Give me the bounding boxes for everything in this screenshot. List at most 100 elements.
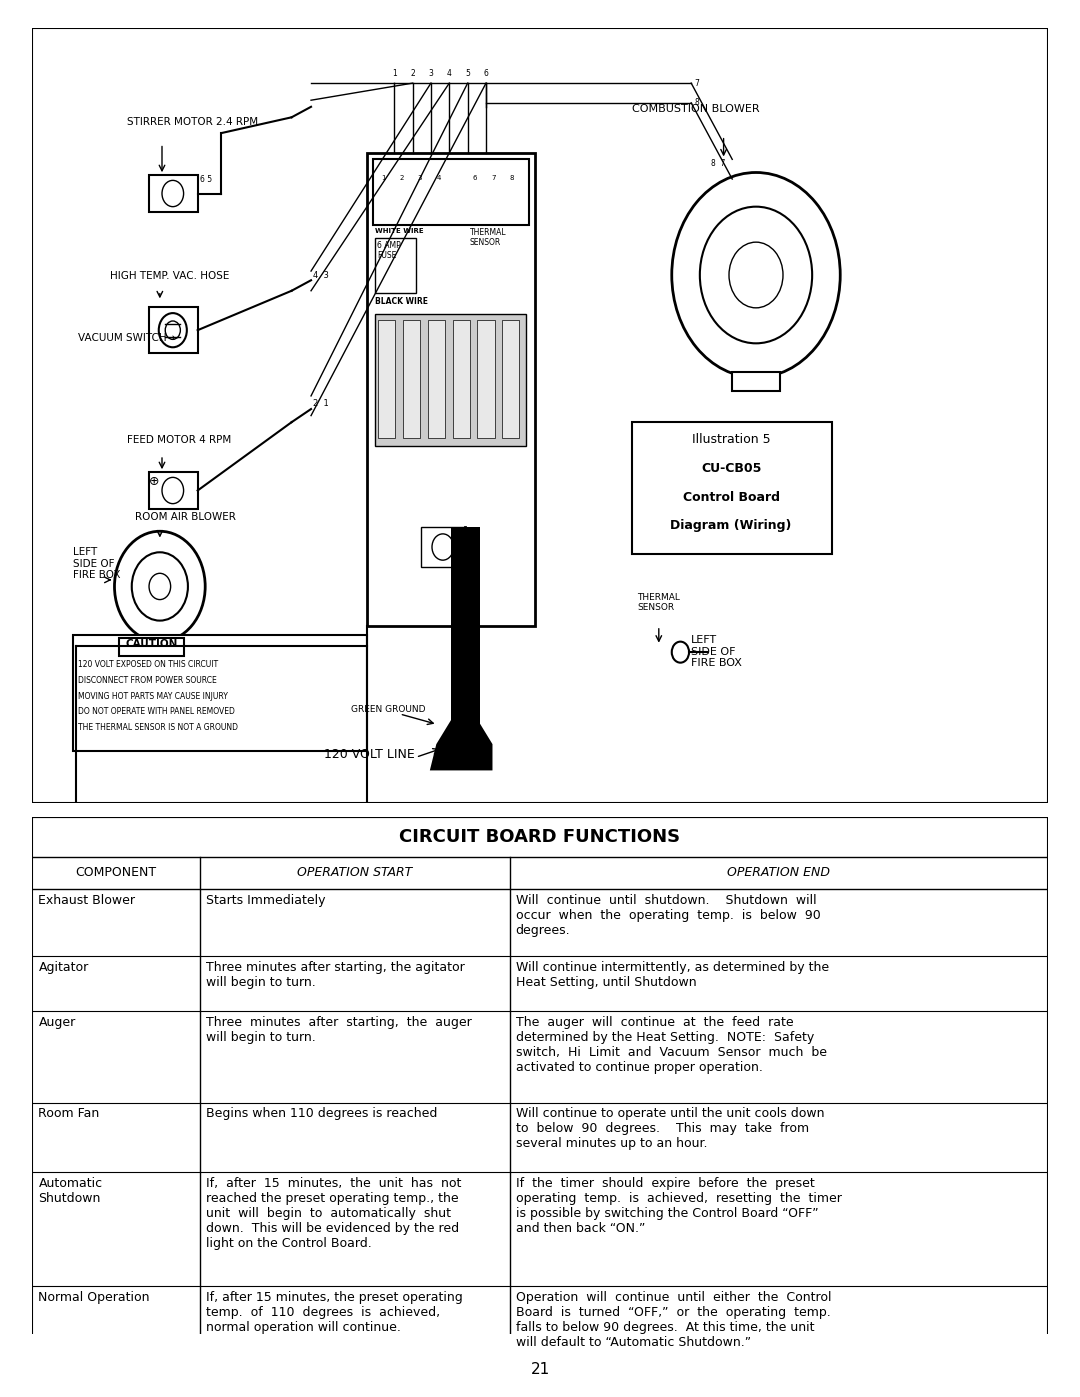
Text: 8: 8 xyxy=(694,98,699,108)
Text: CAUTION: CAUTION xyxy=(125,638,177,650)
Bar xyxy=(367,152,535,626)
Text: COMPONENT: COMPONENT xyxy=(76,866,157,879)
Text: CIRCUIT BOARD FUNCTIONS: CIRCUIT BOARD FUNCTIONS xyxy=(400,828,680,847)
Text: 6: 6 xyxy=(473,175,477,182)
Text: Exhaust Blower: Exhaust Blower xyxy=(39,894,135,907)
Text: If,  after  15  minutes,  the  unit  has  not
reached the preset operating temp.: If, after 15 minutes, the unit has not r… xyxy=(206,1178,461,1250)
Text: Begins when 110 degrees is reached: Begins when 110 degrees is reached xyxy=(206,1108,437,1120)
Bar xyxy=(732,372,780,391)
Bar xyxy=(421,527,464,567)
Text: FEED MOTOR 4 RPM: FEED MOTOR 4 RPM xyxy=(127,436,232,446)
Text: LEFT
SIDE OF
FIRE BOX: LEFT SIDE OF FIRE BOX xyxy=(691,636,742,668)
Text: VACUUM SWITCH→: VACUUM SWITCH→ xyxy=(78,332,175,342)
Text: DISCONNECT FROM POWER SOURCE: DISCONNECT FROM POWER SOURCE xyxy=(78,676,216,685)
Text: Control Board: Control Board xyxy=(683,490,780,503)
Circle shape xyxy=(132,552,188,620)
Text: Auger: Auger xyxy=(39,1016,76,1030)
Bar xyxy=(375,239,416,293)
Text: 2: 2 xyxy=(400,175,404,182)
Text: THE THERMAL SENSOR IS NOT A GROUND: THE THERMAL SENSOR IS NOT A GROUND xyxy=(78,724,238,732)
Text: Room Fan: Room Fan xyxy=(39,1108,99,1120)
Text: 1: 1 xyxy=(392,68,396,78)
Text: 21: 21 xyxy=(530,1362,550,1376)
Text: THERMAL
SENSOR: THERMAL SENSOR xyxy=(637,592,680,612)
Circle shape xyxy=(729,242,783,307)
Text: If, after 15 minutes, the preset operating
temp.  of  110  degrees  is  achieved: If, after 15 minutes, the preset operati… xyxy=(206,1291,462,1334)
Bar xyxy=(378,320,395,437)
Text: If  the  timer  should  expire  before  the  preset
operating  temp.  is  achiev: If the timer should expire before the pr… xyxy=(515,1178,841,1235)
Text: 8: 8 xyxy=(510,175,514,182)
Text: 2  1: 2 1 xyxy=(313,398,329,408)
Text: 4  3: 4 3 xyxy=(313,271,329,279)
Circle shape xyxy=(149,573,171,599)
Bar xyxy=(428,320,445,437)
Bar xyxy=(119,637,184,657)
Text: 120 VOLT LINE: 120 VOLT LINE xyxy=(324,747,415,761)
Text: Operation  will  continue  until  either  the  Control
Board  is  turned  “OFF,”: Operation will continue until either the… xyxy=(515,1291,832,1350)
Text: 7: 7 xyxy=(694,78,700,88)
Text: ROOM AIR BLOWER: ROOM AIR BLOWER xyxy=(135,511,235,521)
Text: DO NOT OPERATE WITH PANEL REMOVED: DO NOT OPERATE WITH PANEL REMOVED xyxy=(78,707,234,717)
Text: Three minutes after starting, the agitator
will begin to turn.: Three minutes after starting, the agitat… xyxy=(206,961,464,989)
Text: BLACK WIRE: BLACK WIRE xyxy=(375,298,428,306)
Bar xyxy=(453,320,470,437)
Text: 6 5: 6 5 xyxy=(200,175,212,184)
Text: LEFT
SIDE OF
FIRE BOX: LEFT SIDE OF FIRE BOX xyxy=(73,548,121,580)
Text: 5: 5 xyxy=(465,68,470,78)
Bar xyxy=(403,320,420,437)
Circle shape xyxy=(159,313,187,348)
Text: THERMAL
SENSOR: THERMAL SENSOR xyxy=(470,228,507,247)
Text: OPERATION START: OPERATION START xyxy=(297,866,413,879)
Text: Normal Operation: Normal Operation xyxy=(39,1291,150,1305)
Bar xyxy=(477,320,495,437)
Circle shape xyxy=(700,207,812,344)
Circle shape xyxy=(432,534,454,560)
Text: GREEN GROUND: GREEN GROUND xyxy=(351,704,426,714)
Polygon shape xyxy=(430,698,492,770)
Text: OPERATION END: OPERATION END xyxy=(727,866,831,879)
Text: Automatic
Shutdown: Automatic Shutdown xyxy=(39,1178,103,1206)
Text: Will  continue  until  shutdown.    Shutdown  will
occur  when  the  operating  : Will continue until shutdown. Shutdown w… xyxy=(515,894,821,937)
Text: Three  minutes  after  starting,  the  auger
will begin to turn.: Three minutes after starting, the auger … xyxy=(206,1016,472,1044)
Circle shape xyxy=(672,641,689,662)
Bar xyxy=(73,636,367,750)
Text: 7: 7 xyxy=(491,175,496,182)
Text: 2: 2 xyxy=(410,68,415,78)
Bar xyxy=(632,422,832,553)
Bar xyxy=(149,472,198,509)
Text: 1: 1 xyxy=(381,175,386,182)
Text: Starts Immediately: Starts Immediately xyxy=(206,894,325,907)
Text: ⊕: ⊕ xyxy=(149,475,160,488)
Text: Agitator: Agitator xyxy=(39,961,89,974)
Text: CU-CB05: CU-CB05 xyxy=(701,461,761,475)
Text: Will continue to operate until the unit cools down
to  below  90  degrees.    Th: Will continue to operate until the unit … xyxy=(515,1108,824,1151)
Text: Diagram (Wiring): Diagram (Wiring) xyxy=(671,520,792,532)
Circle shape xyxy=(114,531,205,641)
Circle shape xyxy=(165,321,180,339)
Text: HIGH TEMP. VAC. HOSE: HIGH TEMP. VAC. HOSE xyxy=(110,271,230,281)
Circle shape xyxy=(672,172,840,377)
Circle shape xyxy=(162,180,184,207)
Text: 6 AMP
FUSE: 6 AMP FUSE xyxy=(377,240,401,260)
Bar xyxy=(502,320,519,437)
Text: STIRRER MOTOR 2.4 RPM: STIRRER MOTOR 2.4 RPM xyxy=(127,117,258,127)
Bar xyxy=(149,306,198,352)
Bar xyxy=(375,314,526,446)
Text: MOVING HOT PARTS MAY CAUSE INJURY: MOVING HOT PARTS MAY CAUSE INJURY xyxy=(78,692,228,700)
Text: 120 VOLT EXPOSED ON THIS CIRCUIT: 120 VOLT EXPOSED ON THIS CIRCUIT xyxy=(78,659,218,669)
Text: The  auger  will  continue  at  the  feed  rate
determined by the Heat Setting. : The auger will continue at the feed rate… xyxy=(515,1016,826,1074)
Text: 3: 3 xyxy=(429,68,433,78)
Bar xyxy=(149,175,198,212)
Text: COMBUSTION BLOWER: COMBUSTION BLOWER xyxy=(632,105,759,115)
Text: WHITE WIRE: WHITE WIRE xyxy=(375,228,423,233)
Circle shape xyxy=(162,478,184,504)
Text: 8  7: 8 7 xyxy=(711,159,725,169)
Text: 4: 4 xyxy=(447,68,451,78)
Text: 4: 4 xyxy=(436,175,441,182)
Bar xyxy=(373,159,529,225)
Text: 6: 6 xyxy=(484,68,488,78)
Bar xyxy=(451,527,480,770)
Text: Will continue intermittently, as determined by the
Heat Setting, until Shutdown: Will continue intermittently, as determi… xyxy=(515,961,828,989)
Text: 3: 3 xyxy=(418,175,422,182)
Text: Illustration 5: Illustration 5 xyxy=(692,433,770,446)
